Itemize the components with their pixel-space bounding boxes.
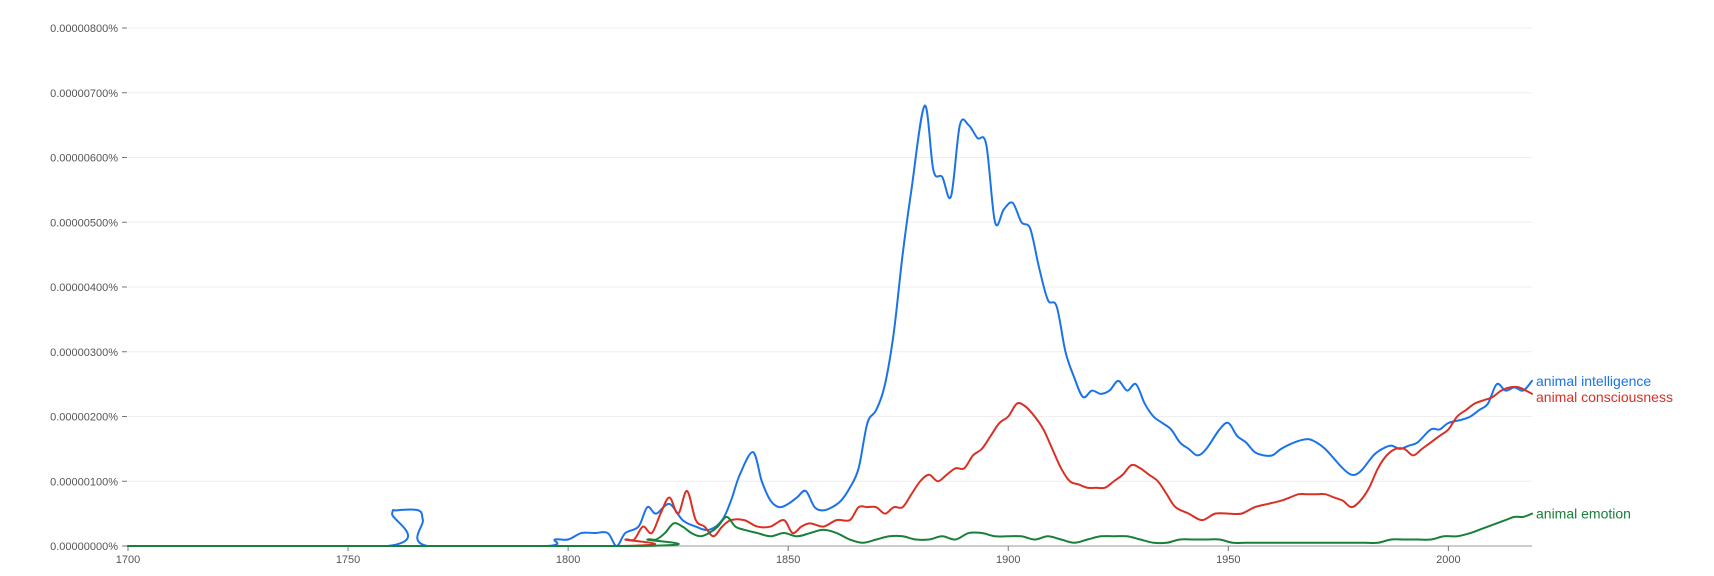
x-tick-label: 1800 — [556, 554, 580, 566]
y-tick-label: 0.00000200% — [50, 412, 118, 424]
series-label-animal-intelligence: animal intelligence — [1536, 373, 1651, 389]
x-tick-label: 1950 — [1216, 554, 1240, 566]
y-tick-label: 0.00000600% — [50, 153, 118, 165]
y-tick-label: 0.00000500% — [50, 217, 118, 229]
series-label-animal-consciousness: animal consciousness — [1536, 389, 1673, 405]
y-tick-label: 0.00000700% — [50, 88, 118, 100]
series-line-animal-intelligence[interactable] — [127, 104, 1533, 547]
grid-lines — [128, 27, 1532, 482]
y-tick-label: 0.00000000% — [50, 541, 118, 553]
x-tick-label: 1900 — [996, 554, 1020, 566]
y-tick-label: 0.00000100% — [50, 476, 118, 488]
x-tick-label: 1750 — [336, 554, 360, 566]
series-label-animal-emotion: animal emotion — [1536, 506, 1631, 522]
y-tick-label: 0.00000400% — [50, 282, 118, 294]
y-tick-label: 0.00000800% — [50, 23, 118, 35]
series-line-animal-emotion[interactable] — [127, 512, 1533, 548]
axes: 0.00000000% 0.00000100% 0.00000200% 0.00000… — [50, 23, 1532, 566]
x-tick-label: 1850 — [776, 554, 800, 566]
series-line-animal-consciousness[interactable] — [127, 385, 1533, 548]
x-tick-label: 2000 — [1436, 554, 1460, 566]
series-lines — [127, 104, 1533, 548]
x-tick-label: 1700 — [116, 554, 140, 566]
y-tick-label: 0.00000300% — [50, 347, 118, 359]
